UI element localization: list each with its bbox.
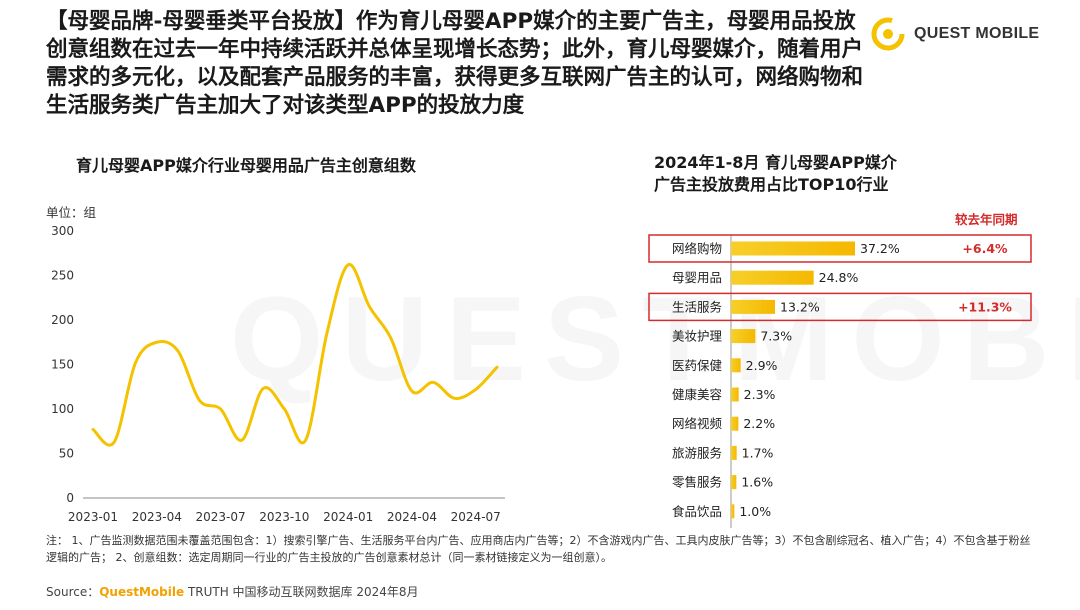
bar-value-label: 2.3%: [744, 387, 776, 402]
bar-value-label: 1.7%: [742, 445, 774, 460]
yoy-compare-header: 较去年同期: [955, 212, 1018, 227]
bar-category-label: 生活服务: [672, 299, 722, 314]
source-label: Source：: [46, 585, 100, 599]
highlight-box: [648, 234, 1032, 263]
bar-category-label: 零售服务: [672, 475, 722, 490]
bar: [731, 270, 814, 285]
x-tick-label: 2023-04: [132, 510, 182, 524]
bar: [731, 241, 855, 256]
source-brand: QuestMobile: [99, 585, 185, 599]
bar-chart: 网络购物 37.2% 母婴用品 24.8% 生活服务 13.2% 美妆护理 7.3% 医药保健 2…: [648, 234, 1032, 528]
yoy-change-label: +6.4%: [962, 241, 1008, 256]
bar-value-label: 13.2%: [780, 299, 820, 314]
line-chart-title: 育儿母婴APP媒介行业母婴用品广告主创意组数: [76, 156, 416, 175]
bar-value-label: 7.3%: [760, 329, 792, 344]
source-line: Source：QuestMobile TRUTH 中国移动互联网数据库 2024…: [46, 583, 419, 600]
bar: [731, 416, 739, 431]
line-chart-unit: 单位：组: [46, 205, 97, 220]
bar-value-label: 2.9%: [746, 358, 778, 373]
page-headline: 【母婴品牌-母婴垂类平台投放】作为育儿母婴APP媒介的主要广告主，母婴用品投放创…: [46, 9, 864, 118]
bar: [731, 387, 739, 402]
bar: [731, 358, 741, 373]
bar-value-label: 2.2%: [743, 416, 775, 431]
yoy-change-label: +11.3%: [958, 299, 1012, 314]
x-tick-label: 2023-07: [196, 510, 246, 524]
x-tick-label: 2024-07: [451, 510, 501, 524]
bar-value-label: 1.6%: [741, 475, 773, 490]
y-tick-label: 250: [51, 269, 74, 283]
bar-category-label: 网络视频: [672, 416, 723, 431]
highlight-box: [648, 292, 1032, 322]
y-tick-label: 200: [51, 313, 74, 327]
logo-text: QUEST MOBILE: [914, 25, 1040, 42]
bar: [731, 475, 737, 490]
bar-category-label: 母婴用品: [672, 270, 722, 285]
x-tick-label: 2023-01: [68, 510, 118, 524]
bar-category-label: 网络购物: [672, 241, 722, 256]
questmobile-logo-icon: [871, 17, 905, 51]
bar: [731, 329, 756, 344]
y-tick-label: 100: [51, 402, 74, 416]
bar-chart-title-line-2: 广告主投放费用占比TOP10行业: [654, 175, 889, 194]
bar-chart-title-line-1: 2024年1-8月 育儿母婴APP媒介: [654, 153, 897, 172]
bar: [731, 445, 737, 460]
bar-value-label: 24.8%: [819, 270, 859, 285]
bar: [731, 299, 775, 314]
bar-category-label: 美妆护理: [672, 329, 723, 344]
bar-chart-title: 2024年1-8月 育儿母婴APP媒介 广告主投放费用占比TOP10行业: [654, 152, 897, 196]
y-tick-label: 150: [51, 358, 74, 372]
y-tick-label: 300: [51, 224, 74, 238]
y-tick-label: 0: [66, 491, 74, 505]
bar-category-label: 旅游服务: [672, 445, 722, 460]
x-tick-label: 2024-01: [323, 510, 373, 524]
brand-logo: QUEST MOBILE: [870, 14, 1050, 54]
bar-category-label: 医药保健: [672, 358, 723, 373]
y-tick-label: 50: [59, 447, 74, 461]
footnotes: 注： 1、广告监测数据范围未覆盖范围包含：1）搜索引擎广告、生活服务平台内广告、…: [46, 534, 1031, 564]
bar-category-label: 食品饮品: [672, 504, 722, 519]
bar: [731, 504, 735, 519]
x-tick-label: 2023-10: [259, 510, 309, 524]
line-chart: 0 50 100 150 200 250 300 2023-01 2023-04 2023-07 2…: [51, 224, 505, 524]
source-detail: TRUTH 中国移动互联网数据库 2024年8月: [184, 585, 419, 599]
bar-category-label: 健康美容: [672, 387, 722, 402]
x-tick-label: 2024-04: [387, 510, 437, 524]
bar-value-label: 37.2%: [860, 241, 900, 256]
line-series: [91, 263, 499, 447]
bar-value-label: 1.0%: [739, 504, 771, 519]
